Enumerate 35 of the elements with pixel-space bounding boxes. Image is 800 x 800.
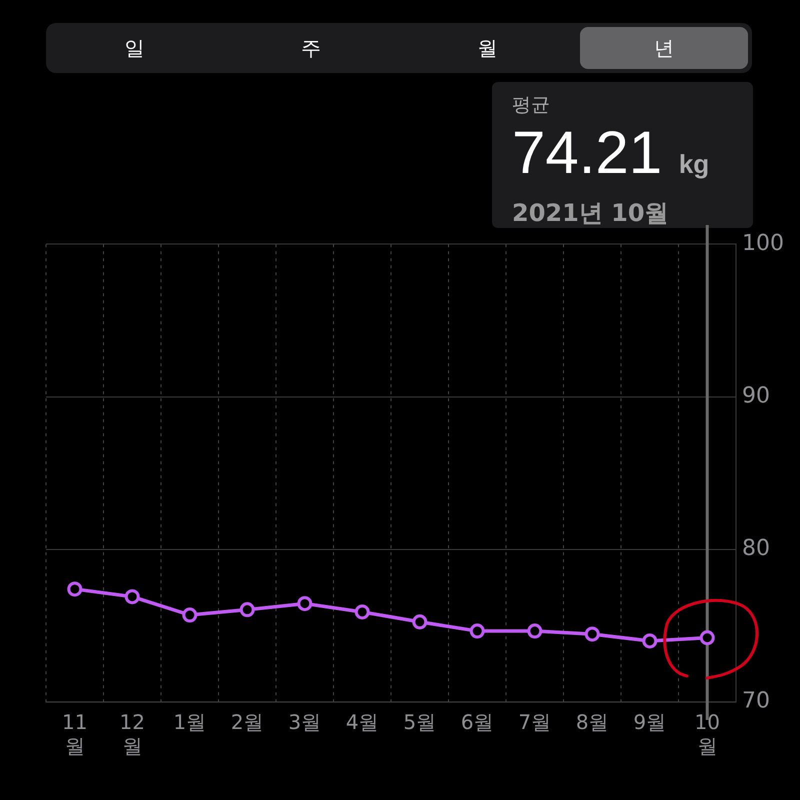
text: 74.21 kg — [512, 119, 710, 188]
chart-subtitle: 2021년 10월 — [512, 198, 670, 229]
point — [412, 614, 428, 630]
x-tick-label: 7월 — [518, 710, 552, 734]
x-tick-label: 12월 — [120, 710, 145, 758]
point — [297, 596, 312, 612]
x-tick-label: 9월 — [633, 710, 666, 734]
point — [354, 604, 370, 620]
x-tick-label: 8월 — [576, 710, 609, 734]
x-tick-label: 4월 — [346, 710, 379, 734]
text: 년 — [580, 27, 748, 69]
point — [67, 582, 82, 597]
x-tick-label: 3월 — [288, 710, 322, 734]
y-tick-label: 70 — [742, 688, 770, 714]
y-tick-label: 100 — [742, 230, 784, 256]
point — [182, 608, 198, 623]
x-tick-label: 6월 — [460, 710, 494, 734]
point — [240, 602, 255, 618]
point — [700, 630, 715, 646]
text: 월 — [476, 35, 498, 62]
point — [527, 624, 542, 639]
text: 일 — [123, 35, 146, 62]
y-tick-label: 80 — [742, 536, 770, 562]
point — [124, 589, 140, 604]
x-tick-label: 11월 — [62, 710, 88, 758]
point — [642, 633, 658, 648]
x-tick-label: 2월 — [230, 710, 264, 734]
y-tick-label: 90 — [742, 384, 770, 409]
chart-title: 평균 — [512, 93, 551, 118]
x-tick-label: 10월 — [694, 710, 720, 758]
point — [470, 624, 485, 639]
point — [584, 626, 600, 642]
text: 주 — [300, 35, 322, 62]
x-tick-label: 1월 — [173, 710, 206, 734]
x-tick-label: 5월 — [403, 710, 436, 734]
